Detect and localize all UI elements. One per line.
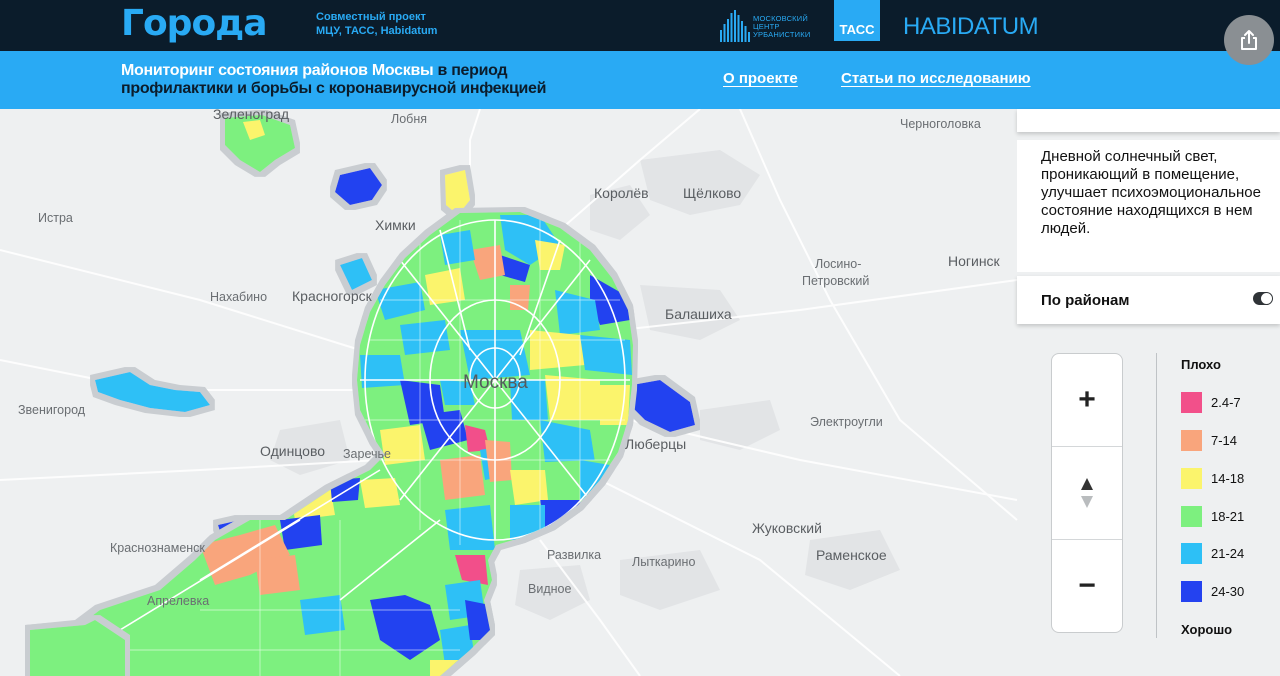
legend-item: 21-24 — [1181, 543, 1244, 564]
city-zvenigorod: Звенигород — [18, 403, 86, 417]
city-elektrougli: Электроугли — [810, 415, 883, 429]
share-button[interactable] — [1224, 15, 1274, 65]
legend-item: 24-30 — [1181, 581, 1244, 602]
city-zarechye: Заречье — [343, 447, 391, 461]
mcu-text: МОСКОВСКИЙ ЦЕНТР УРБАНИСТИКИ — [753, 15, 810, 39]
legend-item: 18-21 — [1181, 506, 1244, 527]
city-ramenskoe: Раменское — [816, 547, 887, 563]
panel-header-stub — [1017, 109, 1280, 132]
title-line-2: профилактики и борьбы с коронавирусной и… — [121, 80, 547, 97]
mcu-line-1: МОСКОВСКИЙ — [753, 14, 808, 23]
legend-good-label: Хорошо — [1181, 622, 1233, 637]
city-krasnoznamensk: Краснознаменск — [110, 541, 205, 555]
project-line-1: Совместный проект — [316, 11, 426, 23]
city-krasnogorsk: Красногорск — [292, 288, 373, 304]
toggle-knob — [1261, 293, 1272, 304]
zoom-out-button[interactable]: − — [1078, 569, 1096, 602]
nav-about-link[interactable]: О проекте — [723, 70, 798, 87]
city-losino: Лосино- — [815, 257, 861, 271]
urban-areas — [270, 150, 900, 620]
nav-articles-link[interactable]: Статьи по исследованию — [841, 70, 1031, 87]
legend-label: 2.4-7 — [1211, 395, 1241, 410]
zoom-control: + − — [1051, 353, 1123, 633]
city-vidnoe: Видное — [528, 582, 571, 596]
city-razvilka: Развилка — [547, 548, 601, 562]
zoom-in-button[interactable]: + — [1052, 354, 1122, 447]
mcu-bars-icon — [720, 10, 750, 42]
city-noginsk: Ногинск — [948, 253, 1001, 269]
legend-bad-label: Плохо — [1181, 357, 1221, 372]
site-logo[interactable]: Города — [121, 3, 268, 44]
city-aprelevka: Апрелевка — [147, 594, 209, 608]
legend-label: 24-30 — [1211, 584, 1245, 599]
tilt-button[interactable] — [1052, 447, 1122, 540]
by-district-toggle[interactable] — [1253, 292, 1273, 305]
by-district-panel: По районам — [1017, 276, 1280, 324]
description-text: Дневной солнечный свет, проникающий в по… — [1041, 148, 1261, 237]
tass-logo[interactable]: ТАСС — [834, 0, 880, 41]
project-credits: Совместный проект МЦУ, ТАСС, Habidatum — [316, 10, 437, 38]
legend-label: 21-24 — [1211, 546, 1245, 561]
share-icon — [1241, 30, 1257, 50]
city-odintsovo: Одинцово — [260, 443, 325, 459]
legend-swatch — [1181, 392, 1202, 413]
minor-boundaries — [100, 220, 625, 676]
legend-swatch — [1181, 543, 1202, 564]
city-shchelkovo: Щёлково — [683, 185, 741, 201]
legend-label: 14-18 — [1211, 471, 1245, 486]
by-district-label: По районам — [1041, 292, 1130, 309]
city-lobnya: Лобня — [391, 112, 427, 126]
city-korolev: Королёв — [594, 185, 649, 201]
legend-label: 7-14 — [1211, 433, 1238, 448]
legend-swatch — [1181, 506, 1202, 527]
mcu-line-3: УРБАНИСТИКИ — [753, 30, 811, 39]
legend-item: 14-18 — [1181, 468, 1244, 489]
legend-swatch — [1181, 581, 1202, 602]
city-khimki: Химки — [375, 217, 416, 233]
city-lyubertsy: Люберцы — [625, 436, 686, 452]
city-lytkarino: Лыткарино — [632, 555, 695, 569]
project-line-2: МЦУ, ТАСС, Habidatum — [316, 25, 438, 37]
city-zhukovsky: Жуковский — [752, 520, 822, 536]
city-labels: Зеленоград Лобня Черноголовка Королёв Щё… — [18, 109, 1001, 608]
city-istra: Истра — [38, 211, 73, 225]
southwest-districts — [30, 620, 125, 676]
city-petrovsky: Петровский — [802, 274, 869, 288]
page-title: Мониторинг состояния районов Москвы в пе… — [121, 62, 547, 98]
legend-swatch — [1181, 468, 1202, 489]
legend-label: 18-21 — [1211, 509, 1245, 524]
city-nakhabino: Нахабино — [210, 290, 267, 304]
legend-item: 7-14 — [1181, 430, 1237, 451]
tilt-arrows-icon — [1081, 478, 1093, 508]
city-chernogolovka: Черноголовка — [900, 117, 981, 131]
city-balashikha: Балашиха — [665, 306, 732, 322]
city-moskva: Москва — [463, 372, 528, 393]
habidatum-logo[interactable]: HABIDATUM — [903, 13, 1039, 40]
city-zelenograd: Зеленоград — [213, 109, 289, 122]
legend-axis — [1156, 353, 1157, 638]
legend-item: 2.4-7 — [1181, 392, 1241, 413]
legend-swatch — [1181, 430, 1202, 451]
title-part-1: Мониторинг состояния районов Москвы — [121, 62, 434, 79]
title-part-2: в период — [437, 62, 508, 79]
description-panel: Дневной солнечный свет, проникающий в по… — [1017, 140, 1280, 272]
sub-header: Мониторинг состояния районов Москвы в пе… — [0, 51, 1280, 109]
mcu-line-2: ЦЕНТР — [753, 22, 780, 31]
top-header: Города Совместный проект МЦУ, ТАСС, Habi… — [0, 0, 1280, 51]
